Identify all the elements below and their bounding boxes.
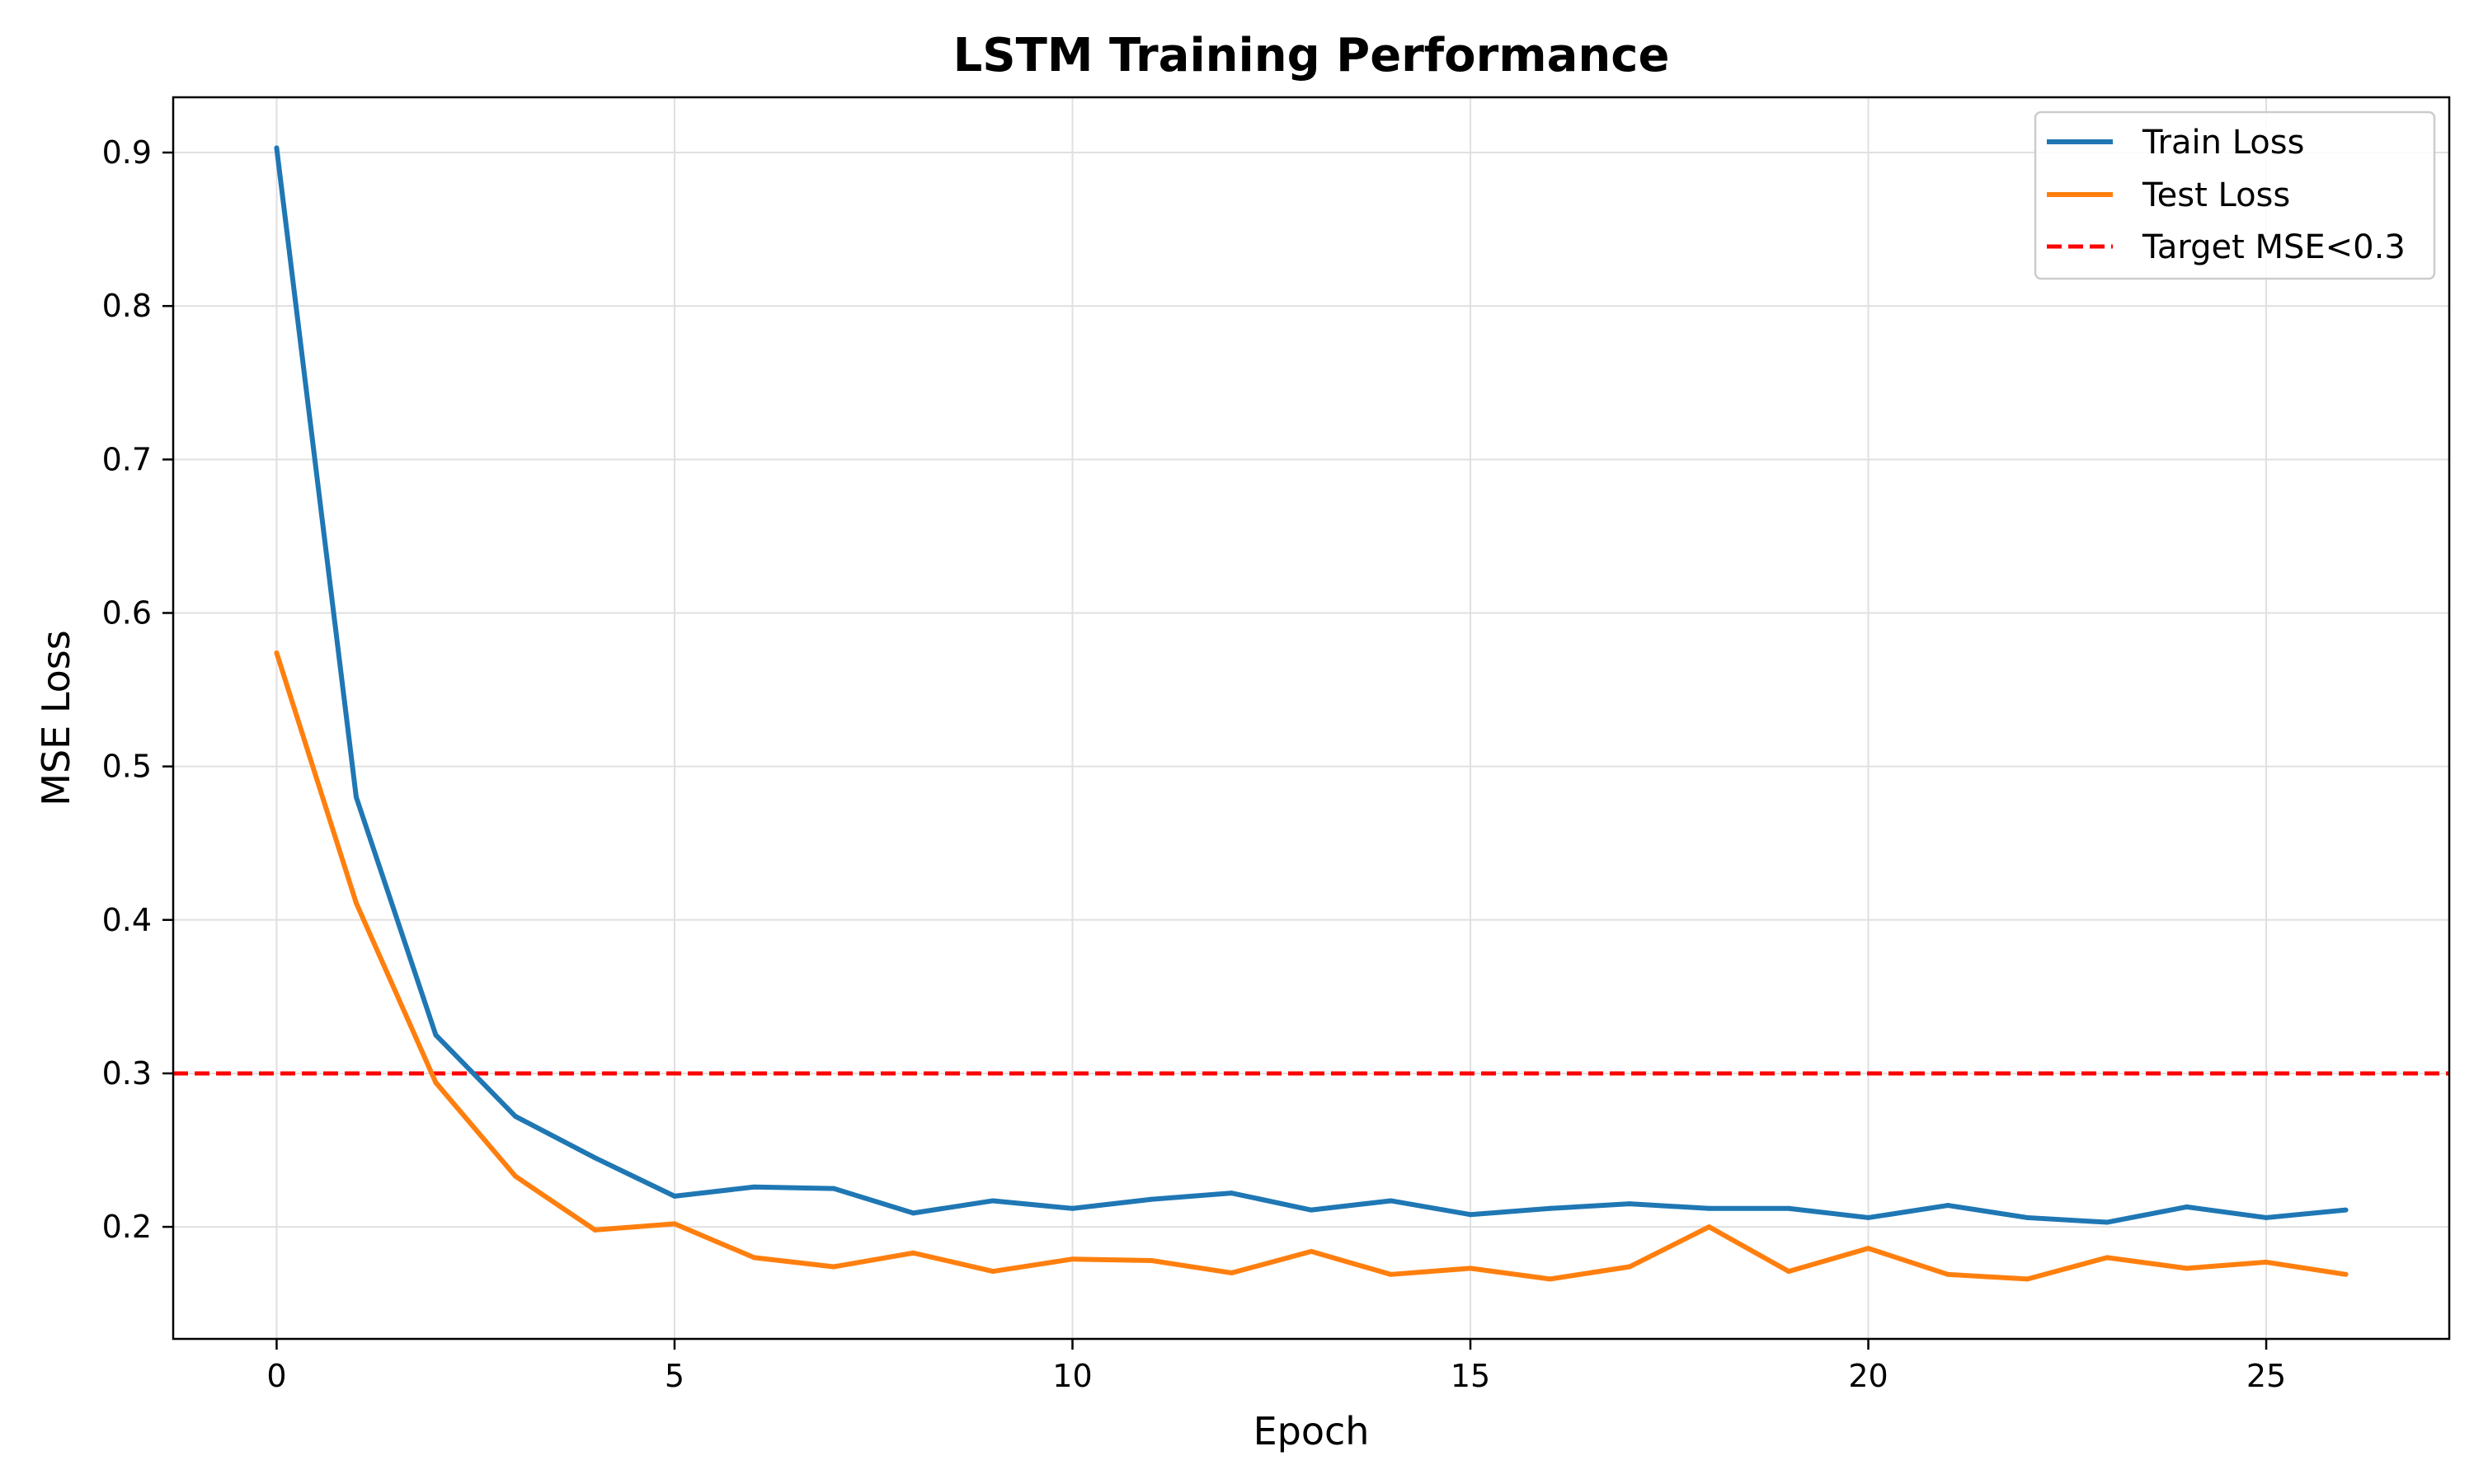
- data-point: [1149, 1196, 1155, 1202]
- data-point: [1786, 1205, 1792, 1211]
- legend-label-train-loss: Train Loss: [2142, 124, 2304, 162]
- x-axis-ticks: 0 5 10 15 20 25: [266, 1339, 2286, 1394]
- y-tick-label: 0.5: [102, 749, 152, 785]
- data-point: [1706, 1205, 1712, 1211]
- data-point: [1627, 1201, 1633, 1207]
- data-point: [910, 1210, 916, 1216]
- data-point: [1865, 1214, 1871, 1220]
- legend-label-target-mse: Target MSE<0.3: [2142, 228, 2406, 266]
- data-point: [433, 1032, 439, 1038]
- series-points-train-loss: [274, 145, 2349, 1225]
- data-point: [830, 1264, 836, 1270]
- y-axis-label: MSE Loss: [34, 630, 78, 805]
- y-tick-label: 0.4: [102, 902, 152, 938]
- chart-title: LSTM Training Performance: [953, 29, 1670, 82]
- y-tick-label: 0.8: [102, 288, 152, 324]
- data-point: [1468, 1266, 1474, 1271]
- data-point: [1229, 1190, 1235, 1196]
- data-point: [1309, 1248, 1314, 1254]
- data-point: [512, 1114, 518, 1120]
- data-point: [671, 1221, 677, 1227]
- y-tick-label: 0.2: [102, 1209, 152, 1245]
- data-point: [1149, 1258, 1155, 1264]
- plot-frame: [172, 96, 2451, 1341]
- data-point: [353, 794, 359, 800]
- data-point: [592, 1227, 598, 1233]
- data-point: [1945, 1271, 1951, 1277]
- data-point: [1786, 1269, 1792, 1275]
- data-point: [2105, 1219, 2110, 1225]
- data-point: [1945, 1203, 1951, 1209]
- data-point: [1388, 1198, 1394, 1204]
- legend-label-test-loss: Test Loss: [2142, 176, 2290, 214]
- data-point: [751, 1184, 757, 1190]
- data-point: [1229, 1270, 1235, 1275]
- legend-box: [2034, 110, 2436, 280]
- data-point: [2264, 1259, 2269, 1265]
- data-point: [1706, 1224, 1712, 1230]
- data-point: [1070, 1256, 1075, 1262]
- data-point: [2184, 1204, 2189, 1209]
- y-tick-label: 0.6: [102, 594, 152, 631]
- data-point: [1865, 1246, 1871, 1252]
- data-point: [2025, 1214, 2030, 1220]
- data-point: [1309, 1207, 1314, 1213]
- x-tick-label: 10: [1052, 1358, 1092, 1394]
- data-point: [274, 145, 280, 151]
- data-point: [433, 1080, 439, 1086]
- data-point: [1388, 1271, 1394, 1277]
- data-point: [1547, 1205, 1553, 1211]
- y-tick-label: 0.3: [102, 1055, 152, 1092]
- x-tick-label: 15: [1451, 1358, 1490, 1394]
- y-tick-label: 0.9: [102, 134, 152, 171]
- data-point: [2343, 1271, 2349, 1277]
- data-point: [353, 900, 359, 906]
- legend: Train Loss Test Loss Target MSE<0.3: [2034, 110, 2436, 280]
- data-point: [592, 1155, 598, 1161]
- data-point: [910, 1250, 916, 1256]
- data-point: [671, 1193, 677, 1199]
- data-point: [990, 1269, 995, 1275]
- series-lines: [274, 145, 2349, 1282]
- data-point: [1547, 1276, 1553, 1282]
- data-point: [2343, 1207, 2349, 1213]
- data-point: [1468, 1212, 1474, 1218]
- data-point: [2025, 1276, 2030, 1282]
- x-tick-label: 0: [266, 1358, 286, 1394]
- data-point: [512, 1173, 518, 1179]
- x-tick-label: 20: [1848, 1358, 1888, 1394]
- data-point: [751, 1255, 757, 1261]
- data-point: [1627, 1264, 1633, 1270]
- y-tick-label: 0.7: [102, 441, 152, 477]
- data-point: [274, 650, 280, 655]
- data-point: [2184, 1266, 2189, 1271]
- data-point: [990, 1198, 995, 1204]
- series-points-test-loss: [274, 650, 2349, 1282]
- x-tick-label: 25: [2246, 1358, 2286, 1394]
- y-axis-ticks: 0.2 0.3 0.4 0.5 0.6 0.7 0.8 0.9: [102, 134, 173, 1245]
- x-axis-label: Epoch: [1253, 1409, 1370, 1453]
- data-point: [1070, 1205, 1075, 1211]
- data-point: [2264, 1214, 2269, 1220]
- data-point: [830, 1186, 836, 1191]
- x-tick-label: 5: [665, 1358, 684, 1394]
- data-point: [2105, 1255, 2110, 1261]
